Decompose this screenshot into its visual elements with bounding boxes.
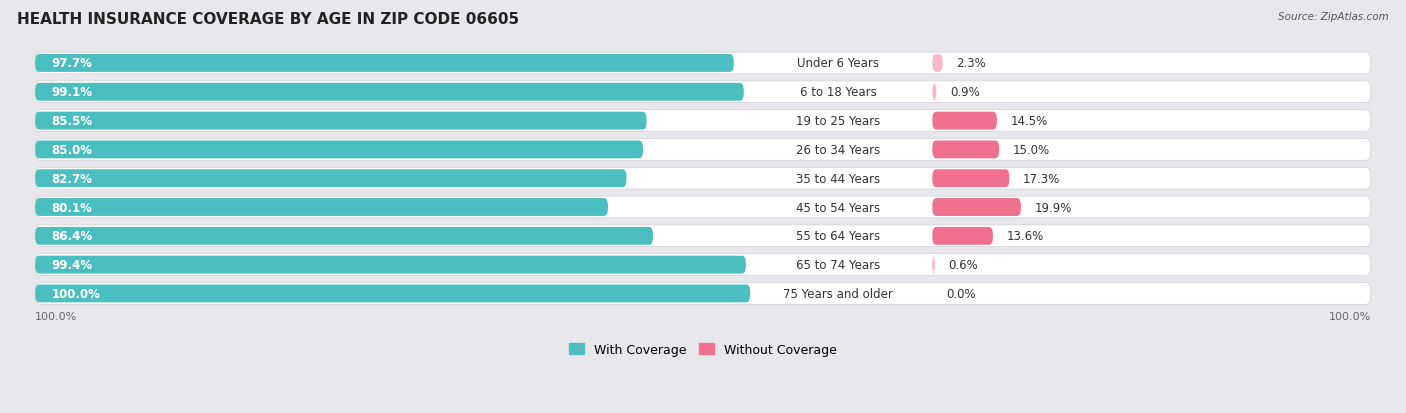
FancyBboxPatch shape [932, 112, 997, 130]
FancyBboxPatch shape [35, 283, 1371, 304]
Text: 13.6%: 13.6% [1007, 230, 1043, 243]
FancyBboxPatch shape [35, 53, 1371, 75]
FancyBboxPatch shape [35, 139, 1371, 161]
FancyBboxPatch shape [932, 170, 1010, 188]
FancyBboxPatch shape [35, 256, 747, 274]
FancyBboxPatch shape [35, 141, 643, 159]
Text: Under 6 Years: Under 6 Years [797, 57, 879, 70]
FancyBboxPatch shape [35, 199, 607, 216]
FancyBboxPatch shape [35, 254, 1371, 276]
Text: 80.1%: 80.1% [52, 201, 93, 214]
Text: 75 Years and older: 75 Years and older [783, 287, 893, 300]
FancyBboxPatch shape [932, 84, 936, 102]
Text: 100.0%: 100.0% [35, 311, 77, 321]
FancyBboxPatch shape [932, 55, 942, 73]
FancyBboxPatch shape [35, 112, 647, 130]
Text: 97.7%: 97.7% [52, 57, 93, 70]
Text: Source: ZipAtlas.com: Source: ZipAtlas.com [1278, 12, 1389, 22]
FancyBboxPatch shape [35, 225, 1371, 247]
Text: 85.5%: 85.5% [52, 115, 93, 128]
FancyBboxPatch shape [35, 197, 1371, 218]
Text: 19 to 25 Years: 19 to 25 Years [796, 115, 880, 128]
Legend: With Coverage, Without Coverage: With Coverage, Without Coverage [564, 338, 842, 361]
Text: 45 to 54 Years: 45 to 54 Years [796, 201, 880, 214]
Text: 0.9%: 0.9% [950, 86, 980, 99]
Text: 26 to 34 Years: 26 to 34 Years [796, 144, 880, 157]
Text: 17.3%: 17.3% [1022, 172, 1060, 185]
Text: 100.0%: 100.0% [52, 287, 100, 300]
FancyBboxPatch shape [932, 227, 993, 245]
FancyBboxPatch shape [35, 170, 627, 188]
Text: 0.6%: 0.6% [949, 259, 979, 271]
FancyBboxPatch shape [35, 110, 1371, 132]
Text: 55 to 64 Years: 55 to 64 Years [796, 230, 880, 243]
FancyBboxPatch shape [931, 256, 936, 274]
FancyBboxPatch shape [35, 84, 744, 102]
Text: 99.4%: 99.4% [52, 259, 93, 271]
Text: 99.1%: 99.1% [52, 86, 93, 99]
Text: 35 to 44 Years: 35 to 44 Years [796, 172, 880, 185]
Text: 15.0%: 15.0% [1012, 144, 1050, 157]
Text: 0.0%: 0.0% [946, 287, 976, 300]
FancyBboxPatch shape [35, 227, 652, 245]
Text: 86.4%: 86.4% [52, 230, 93, 243]
FancyBboxPatch shape [35, 168, 1371, 190]
Text: 6 to 18 Years: 6 to 18 Years [800, 86, 876, 99]
FancyBboxPatch shape [932, 199, 1021, 216]
Text: 85.0%: 85.0% [52, 144, 93, 157]
Text: 100.0%: 100.0% [1329, 311, 1371, 321]
Text: 82.7%: 82.7% [52, 172, 93, 185]
FancyBboxPatch shape [35, 285, 751, 303]
Text: 2.3%: 2.3% [956, 57, 986, 70]
Text: HEALTH INSURANCE COVERAGE BY AGE IN ZIP CODE 06605: HEALTH INSURANCE COVERAGE BY AGE IN ZIP … [17, 12, 519, 27]
Text: 14.5%: 14.5% [1011, 115, 1047, 128]
Text: 19.9%: 19.9% [1035, 201, 1071, 214]
FancyBboxPatch shape [932, 141, 1000, 159]
FancyBboxPatch shape [35, 55, 734, 73]
Text: 65 to 74 Years: 65 to 74 Years [796, 259, 880, 271]
FancyBboxPatch shape [35, 82, 1371, 103]
